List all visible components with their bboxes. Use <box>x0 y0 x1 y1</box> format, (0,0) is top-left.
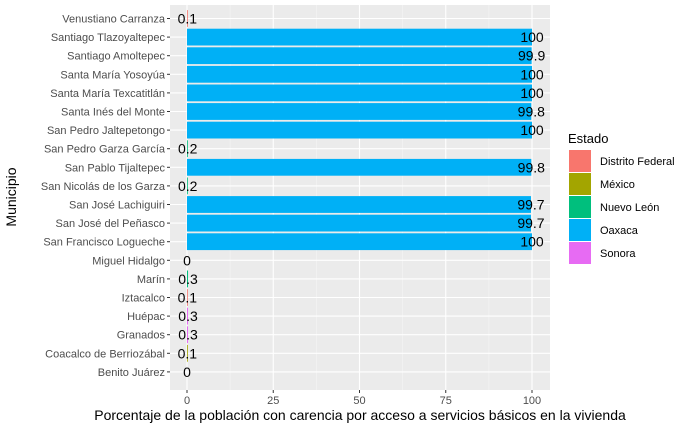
y-tick-label: Iztacalco <box>122 293 165 305</box>
bar <box>187 196 531 213</box>
x-tick-label: 25 <box>267 395 279 407</box>
bar <box>187 326 189 344</box>
x-tick-label: 75 <box>440 395 452 407</box>
legend: Estado Distrito Federal México Nuevo León O… <box>568 131 675 264</box>
legend-label: Distrito Federal <box>600 156 675 168</box>
bar <box>187 121 532 139</box>
bar <box>187 65 532 83</box>
legend-label: Nuevo León <box>600 202 659 214</box>
data-label: 100 <box>520 122 544 138</box>
y-tick-label: San Pedro Jaltepetongo <box>47 125 165 137</box>
data-label: 0.2 <box>178 141 198 157</box>
data-label: 99.7 <box>517 197 544 213</box>
data-label: 0.3 <box>178 271 198 287</box>
y-tick-label: Santa María Texcatitlán <box>50 88 165 100</box>
y-tick-label: Granados <box>117 330 166 342</box>
bar <box>187 10 188 27</box>
data-label: 0.1 <box>178 345 198 361</box>
bar <box>187 84 532 102</box>
data-label: 0.3 <box>178 327 198 343</box>
bar <box>187 270 189 288</box>
y-tick-label: San José del Peñasco <box>56 218 165 230</box>
data-label: 0.1 <box>178 11 198 27</box>
bar <box>187 177 188 195</box>
y-tick-label: San José Lachiguiri <box>69 200 165 212</box>
x-axis: 0 25 50 75 100 <box>184 390 541 407</box>
y-tick-label: Santa Inés del Monte <box>61 107 165 119</box>
y-tick-label: Santiago Tlazoyaltepec <box>51 32 166 44</box>
data-label: 99.8 <box>518 159 545 175</box>
legend-label: Oaxaca <box>600 225 639 237</box>
legend-title: Estado <box>568 131 608 146</box>
legend-label: México <box>600 179 635 191</box>
bar <box>187 289 188 306</box>
y-tick-label: Coacalco de Berriozábal <box>45 348 165 360</box>
y-tick-label: San Pablo Tijaltepec <box>65 162 166 174</box>
legend-key <box>569 196 591 218</box>
y-tick-label: San Pedro Garza García <box>44 144 166 156</box>
data-label: 99.9 <box>518 48 545 64</box>
data-label: 99.7 <box>517 215 544 231</box>
bar <box>187 103 532 120</box>
x-tick-label: 50 <box>353 395 365 407</box>
y-tick-label: Venustiano Carranza <box>62 14 166 26</box>
x-tick-label: 100 <box>523 395 541 407</box>
data-label: 100 <box>520 29 544 45</box>
data-label: 100 <box>520 234 544 250</box>
legend-key <box>569 219 591 241</box>
data-label: 0 <box>183 252 191 268</box>
legend-key <box>569 150 591 172</box>
y-tick-label: San Francisco Logueche <box>43 237 165 249</box>
y-tick-label: Marín <box>137 274 165 286</box>
y-tick-label: Miguel Hidalgo <box>92 255 165 267</box>
legend-key <box>569 242 591 264</box>
legend-key <box>569 173 591 195</box>
data-label: 0.2 <box>178 178 198 194</box>
data-label: 100 <box>520 66 544 82</box>
data-label: 99.8 <box>518 104 545 120</box>
y-tick-label: Santiago Amoltepec <box>67 51 165 63</box>
data-label: 0.1 <box>178 290 198 306</box>
y-axis: Venustiano Carranza Santiago Tlazoyaltepe… <box>41 14 170 379</box>
data-label: 0.3 <box>178 308 198 324</box>
y-tick-label: San Nicolás de los Garza <box>41 181 166 193</box>
data-label: 0 <box>183 364 191 380</box>
bar <box>187 307 189 325</box>
x-tick-label: 0 <box>184 395 190 407</box>
x-axis-title: Porcentaje de la población con carencia … <box>94 407 626 423</box>
y-tick-label: Benito Juárez <box>98 367 165 379</box>
data-labels: 0.1 100 99.9 100 100 99.8 100 0.2 99.8 0.2 99.7 99.… <box>178 11 546 380</box>
y-axis-title: Municipio <box>3 167 19 226</box>
bar <box>187 214 531 232</box>
bar <box>187 47 532 65</box>
y-tick-label: Huépac <box>127 311 165 323</box>
bar <box>187 28 532 46</box>
data-label: 100 <box>520 85 544 101</box>
bar <box>187 344 188 362</box>
y-tick-label: Santa María Yosoyúa <box>60 69 165 81</box>
bar <box>187 158 532 176</box>
legend-label: Sonora <box>600 248 636 260</box>
bar <box>187 233 532 251</box>
bar <box>187 140 188 158</box>
bars <box>187 10 532 362</box>
